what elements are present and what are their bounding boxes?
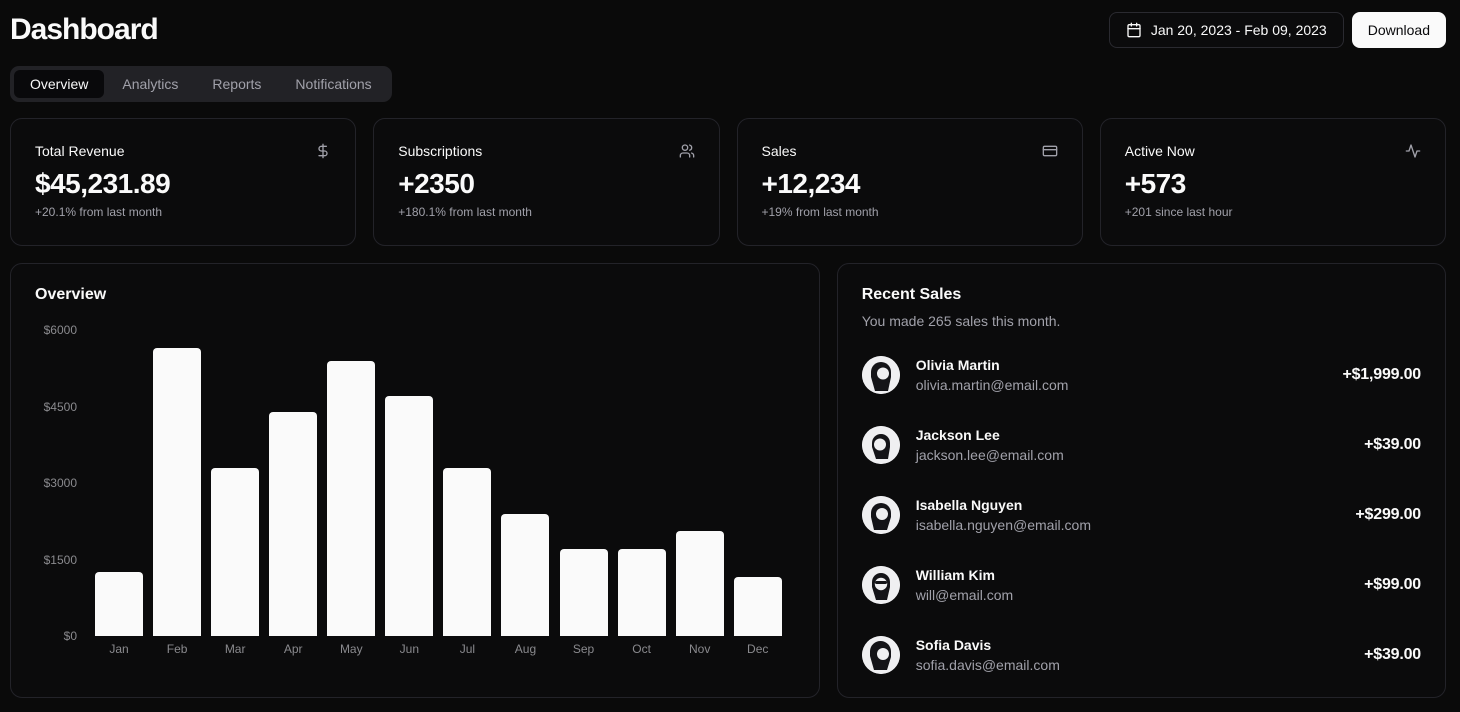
stat-value: +12,234 xyxy=(761,168,861,199)
sale-email: will@email.com xyxy=(915,587,1014,603)
date-range-label: Jan 20, 2023 - Feb 09, 2023 xyxy=(1150,22,1327,38)
sale-row: Olivia Martin olivia.martin@email.com +$… xyxy=(861,356,1421,394)
sale-email: isabella.nguyen@email.com xyxy=(915,517,1092,533)
bar-oct xyxy=(613,330,671,636)
sale-name: Sofia Davis xyxy=(915,637,992,653)
date-range-button[interactable]: Jan 20, 2023 - Feb 09, 2023 xyxy=(1108,12,1344,48)
x-axis-tick: Nov xyxy=(688,642,711,656)
avatar xyxy=(861,496,900,534)
y-axis-tick: $4500 xyxy=(43,399,77,414)
sale-row: Sofia Davis sofia.davis@email.com +$39.0… xyxy=(861,636,1421,674)
avatar xyxy=(861,566,900,604)
sale-amount: +$1,999.00 xyxy=(1342,366,1421,383)
recent-sales-card: Recent Sales You made 265 sales this mon… xyxy=(836,263,1446,698)
x-axis-tick: May xyxy=(339,642,363,656)
stat-caption: +19% from last month xyxy=(761,205,879,219)
sale-email: olivia.martin@email.com xyxy=(915,377,1069,393)
users-icon xyxy=(679,143,695,159)
y-axis-tick: $6000 xyxy=(43,323,77,337)
stat-value: $45,231.89 xyxy=(35,168,171,199)
stat-card-subscriptions: Subscriptions +2350 +180.1% from last mo… xyxy=(373,118,720,246)
sale-row: Jackson Lee jackson.lee@email.com +$39.0… xyxy=(861,426,1421,464)
sale-email: sofia.davis@email.com xyxy=(915,657,1060,673)
stat-caption: +180.1% from last month xyxy=(398,205,532,219)
stat-card-total-revenue: Total Revenue $45,231.89 +20.1% from las… xyxy=(10,118,357,246)
bar-jun xyxy=(380,330,438,636)
overview-chart-card: Overview $0 $1500 $3000 $4500 $6000 Jan Feb Ma… xyxy=(10,263,820,698)
x-axis-tick: Oct xyxy=(632,642,651,656)
x-axis-tick: Dec xyxy=(747,642,769,656)
stat-card-sales: Sales +12,234 +19% from last month xyxy=(736,118,1083,246)
x-axis-tick: Sep xyxy=(572,642,595,656)
x-axis-tick: Mar xyxy=(224,642,246,656)
bar-jan xyxy=(90,330,148,636)
stat-value: +2350 xyxy=(398,168,475,199)
sale-name: William Kim xyxy=(915,567,995,583)
x-axis-tick: Apr xyxy=(283,642,303,656)
y-axis-tick: $0 xyxy=(63,629,77,643)
x-axis-tick: Feb xyxy=(166,642,188,656)
bar-feb xyxy=(148,330,206,636)
sale-name: Jackson Lee xyxy=(915,427,1000,443)
sale-amount: +$299.00 xyxy=(1355,506,1421,523)
tab-reports[interactable]: Reports xyxy=(196,70,277,98)
sale-amount: +$39.00 xyxy=(1364,436,1421,453)
bar-aug xyxy=(496,330,554,636)
stat-caption: +20.1% from last month xyxy=(35,205,163,219)
stat-label: Subscriptions xyxy=(398,143,483,159)
download-button[interactable]: Download xyxy=(1351,12,1446,48)
page-title: Dashboard xyxy=(10,13,159,46)
chart-x-axis: Jan Feb Mar Apr May Jun Jul Aug Sep Oct Nov Dec xyxy=(90,642,787,656)
topbar-actions: Jan 20, 2023 - Feb 09, 2023 Download xyxy=(1108,12,1446,48)
chart-y-axis: $0 $1500 $3000 $4500 $6000 xyxy=(35,323,77,643)
bar-chart: $0 $1500 $3000 $4500 $6000 Jan Feb Mar Apr May Ju… xyxy=(35,323,795,662)
avatar xyxy=(861,356,900,394)
bar-jul xyxy=(438,330,496,636)
bar-nov xyxy=(671,330,729,636)
tab-analytics[interactable]: Analytics xyxy=(106,70,194,98)
stat-label: Total Revenue xyxy=(35,143,125,159)
y-axis-tick: $1500 xyxy=(43,552,77,567)
bar-mar xyxy=(206,330,264,636)
bar-sep xyxy=(555,330,613,636)
sale-row: Isabella Nguyen isabella.nguyen@email.co… xyxy=(861,496,1421,534)
chart-bars xyxy=(90,330,787,636)
dollar-sign-icon xyxy=(315,143,331,159)
sale-name: Olivia Martin xyxy=(915,357,1000,373)
sale-name: Isabella Nguyen xyxy=(915,497,1023,513)
stat-value: +573 xyxy=(1124,168,1187,199)
recent-sales-subtitle: You made 265 sales this month. xyxy=(861,313,1061,329)
bottom-row: Overview $0 $1500 $3000 $4500 $6000 Jan Feb Ma… xyxy=(10,263,1446,698)
activity-icon xyxy=(1405,143,1421,159)
x-axis-tick: Aug xyxy=(514,642,537,656)
sale-amount: +$39.00 xyxy=(1364,646,1421,663)
calendar-icon xyxy=(1126,22,1142,38)
tab-bar: Overview Analytics Reports Notifications xyxy=(10,66,392,102)
stat-cards: Total Revenue $45,231.89 +20.1% from las… xyxy=(10,118,1446,246)
sale-row: William Kim will@email.com +$99.00 xyxy=(861,566,1421,604)
tab-notifications[interactable]: Notifications xyxy=(279,70,387,98)
x-axis-tick: Jun xyxy=(399,642,420,656)
topbar: Dashboard Jan 20, 2023 - Feb 09, 2023 Do… xyxy=(10,8,1446,52)
bar-apr xyxy=(264,330,322,636)
avatar xyxy=(861,636,900,674)
stat-label: Sales xyxy=(761,143,797,159)
recent-sales-list: Olivia Martin olivia.martin@email.com +$… xyxy=(861,356,1421,674)
recent-sales-title: Recent Sales xyxy=(861,286,962,303)
stat-label: Active Now xyxy=(1124,143,1195,159)
sale-amount: +$99.00 xyxy=(1364,576,1421,593)
avatar xyxy=(861,426,900,464)
x-axis-tick: Jul xyxy=(459,642,476,656)
bar-dec xyxy=(729,330,787,636)
credit-card-icon xyxy=(1042,143,1058,159)
stat-card-active-now: Active Now +573 +201 since last hour xyxy=(1099,118,1446,246)
tab-overview[interactable]: Overview xyxy=(14,70,105,98)
y-axis-tick: $3000 xyxy=(43,476,77,490)
stat-caption: +201 since last hour xyxy=(1124,205,1233,219)
bar-may xyxy=(322,330,380,636)
x-axis-tick: Jan xyxy=(109,642,129,656)
chart-title: Overview xyxy=(35,286,107,303)
sale-email: jackson.lee@email.com xyxy=(915,447,1064,463)
